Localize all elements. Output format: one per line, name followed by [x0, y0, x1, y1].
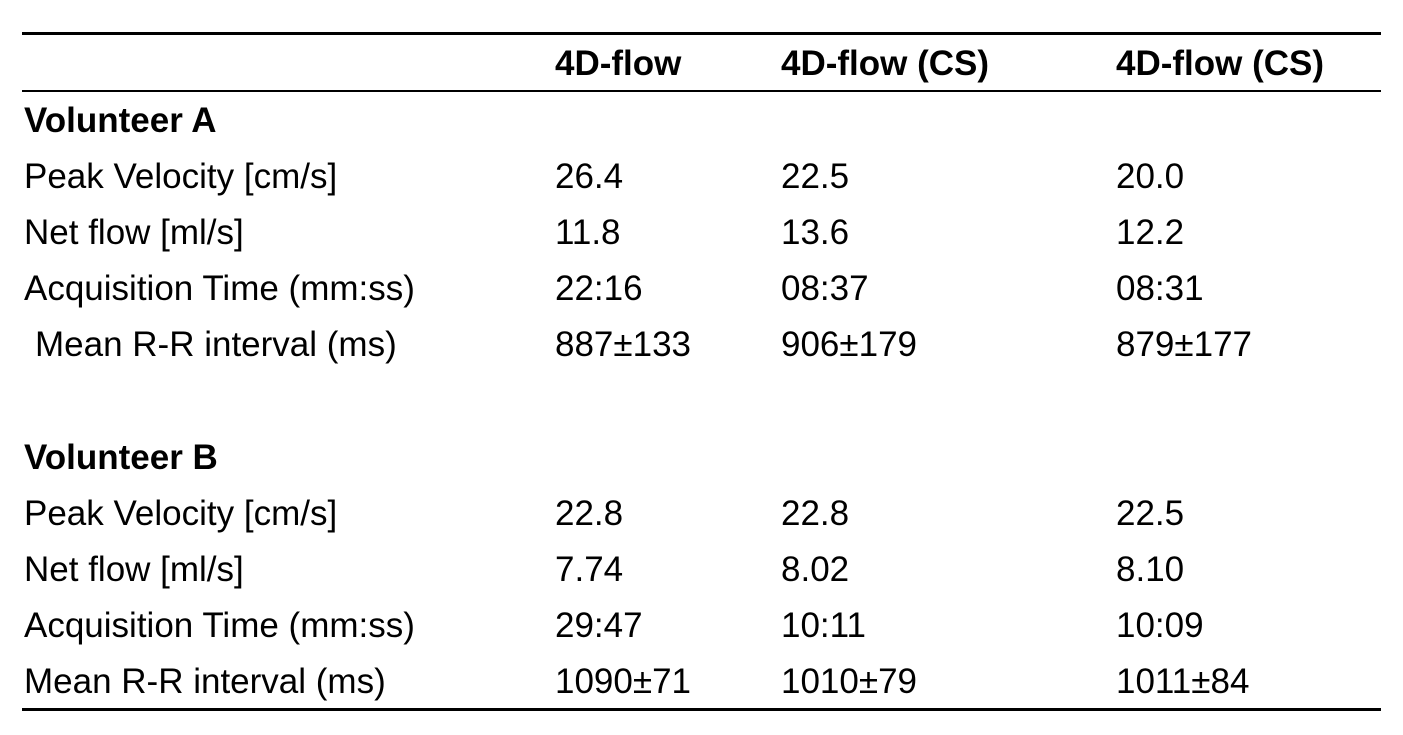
- cell-value: 12.2: [1116, 213, 1185, 252]
- cell-value: 887±133: [555, 325, 692, 364]
- cell-value: 10:09: [1116, 606, 1204, 645]
- row-label: Mean R-R interval (ms): [24, 662, 386, 701]
- header-rule: [22, 90, 1381, 92]
- cell-value: 7.74: [555, 550, 624, 589]
- row-label: Net flow [ml/s]: [24, 213, 244, 252]
- table-row: Mean R-R interval (ms) 887±133 906±179 8…: [22, 317, 1381, 373]
- top-rule: [22, 32, 1381, 35]
- cell-value: 08:37: [781, 269, 869, 308]
- cell-value: 13.6: [781, 213, 850, 252]
- table-row: Net flow [ml/s] 7.74 8.02 8.10: [22, 542, 1381, 598]
- group-title: Volunteer B: [24, 438, 218, 477]
- bottom-rule: [22, 708, 1381, 711]
- cell-value: 22:16: [555, 269, 643, 308]
- group-title-row: Volunteer B: [22, 430, 1381, 486]
- table-row: Mean R-R interval (ms) 1090±71 1010±79 1…: [22, 654, 1381, 710]
- cell-value: 08:31: [1116, 269, 1204, 308]
- row-label: Net flow [ml/s]: [24, 550, 244, 589]
- column-header-1: 4D-flow: [555, 44, 682, 83]
- row-label: Peak Velocity [cm/s]: [24, 157, 338, 196]
- header-row: 4D-flow 4D-flow (CS) 4D-flow (CS): [22, 36, 1381, 92]
- cell-value: 20.0: [1116, 157, 1185, 196]
- table-row: Peak Velocity [cm/s] 26.4 22.5 20.0: [22, 149, 1381, 205]
- table-row: Peak Velocity [cm/s] 22.8 22.8 22.5: [22, 486, 1381, 542]
- row-label: Mean R-R interval (ms): [35, 325, 397, 364]
- table-row: Acquisition Time (mm:ss) 29:47 10:11 10:…: [22, 598, 1381, 654]
- cell-value: 1090±71: [555, 662, 692, 701]
- column-header-2: 4D-flow (CS): [781, 44, 990, 83]
- table-row: Acquisition Time (mm:ss) 22:16 08:37 08:…: [22, 261, 1381, 317]
- cell-value: 22.5: [781, 157, 850, 196]
- cell-value: 29:47: [555, 606, 643, 645]
- cell-value: 1011±84: [1116, 662, 1250, 701]
- cell-value: 879±177: [1116, 325, 1253, 364]
- cell-value: 22.8: [781, 494, 850, 533]
- cell-value: 22.8: [555, 494, 624, 533]
- table-row: Net flow [ml/s] 11.8 13.6 12.2: [22, 205, 1381, 261]
- cell-value: 1010±79: [781, 662, 918, 701]
- group-title-row: Volunteer A: [22, 93, 1381, 149]
- row-label: Peak Velocity [cm/s]: [24, 494, 338, 533]
- row-label: Acquisition Time (mm:ss): [24, 269, 415, 308]
- cell-value: 8.10: [1116, 550, 1185, 589]
- cell-value: 8.02: [781, 550, 850, 589]
- cell-value: 906±179: [781, 325, 918, 364]
- cell-value: 11.8: [555, 213, 621, 252]
- row-label: Acquisition Time (mm:ss): [24, 606, 415, 645]
- column-header-3: 4D-flow (CS): [1116, 44, 1325, 83]
- cell-value: 22.5: [1116, 494, 1185, 533]
- cell-value: 26.4: [555, 157, 624, 196]
- group-title: Volunteer A: [24, 101, 217, 140]
- cell-value: 10:11: [781, 606, 866, 645]
